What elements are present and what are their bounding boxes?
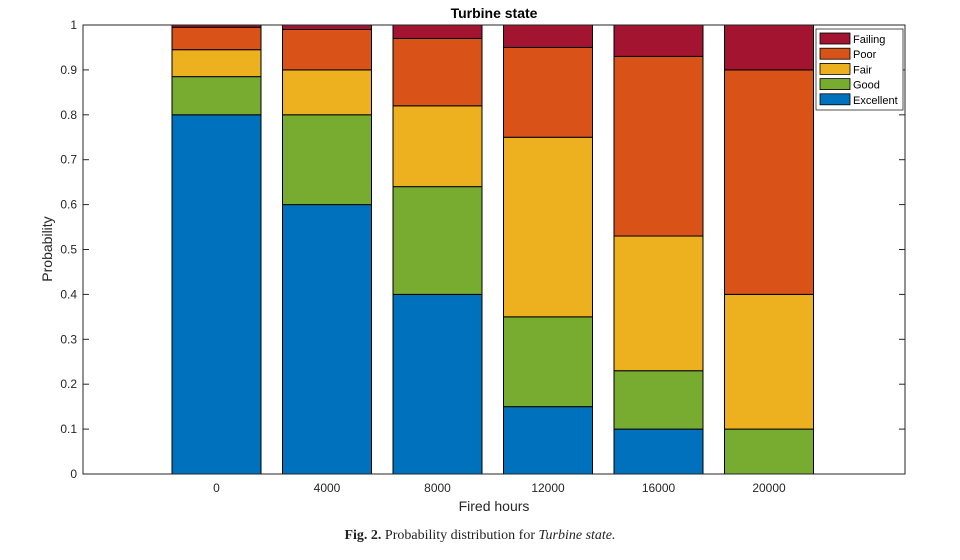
bar-segment-fair [282, 69, 372, 116]
x-axis: 0 4000 8000 12000 16000 20000 [213, 25, 786, 495]
bar-segment-good [503, 316, 593, 408]
legend-entry: Failing [853, 34, 885, 46]
bar-segment-excellent [503, 406, 593, 475]
x-tick-label: 20000 [752, 481, 786, 495]
bar-segment-poor [503, 46, 593, 138]
legend: Failing Poor Fair Good Excellent [815, 28, 904, 111]
legend-entry: Fair [853, 64, 872, 76]
y-tick-label: 0.5 [60, 243, 77, 257]
bar-segment-failing [282, 24, 372, 30]
legend-swatch [819, 78, 851, 90]
bar-segment-good [171, 76, 262, 116]
bar-segment-failing [724, 24, 814, 71]
y-axis-label: Probability [39, 216, 55, 281]
y-tick-label: 0.8 [60, 108, 77, 122]
bar-segment-good [282, 114, 372, 206]
bar-segment-excellent [282, 204, 372, 475]
legend-entry: Excellent [853, 95, 898, 107]
y-tick-label: 0.7 [60, 153, 77, 167]
y-tick-label: 0.6 [60, 198, 77, 212]
x-tick-label: 12000 [531, 481, 565, 495]
chart-title: Turbine state [451, 5, 538, 21]
y-tick-label: 0 [70, 467, 77, 481]
legend-swatch [819, 63, 851, 75]
bar-segment-failing [613, 24, 704, 57]
legend-entry: Good [853, 80, 880, 92]
bar-segment-fair [724, 293, 814, 430]
x-axis-label: Fired hours [459, 498, 530, 514]
y-tick-label: 0.9 [60, 63, 77, 77]
legend-swatch [819, 93, 851, 106]
y-tick-label: 0.2 [60, 377, 77, 391]
bar-segment-poor [613, 55, 704, 237]
x-tick-label: 4000 [314, 481, 341, 495]
legend-swatch [819, 47, 851, 60]
bar-segment-good [392, 186, 483, 295]
bar-segment-poor [392, 37, 483, 107]
bar-segment-failing [392, 24, 483, 39]
x-tick-label: 0 [213, 481, 220, 495]
bar-segment-excellent [392, 293, 483, 475]
bar-segment-excellent [613, 428, 704, 475]
y-tick-label: 0.3 [60, 332, 77, 346]
legend-entry: Poor [853, 49, 877, 61]
bar-segment-poor [171, 26, 262, 51]
bar-stack [503, 24, 593, 475]
caption-text: Probability distribution for [384, 528, 536, 543]
bar-stack [613, 24, 704, 475]
bars [171, 24, 814, 475]
caption-emphasis: Turbine state. [538, 528, 616, 543]
y-tick-label: 0.1 [60, 422, 77, 436]
bar-segment-fair [392, 105, 483, 188]
bar-stack [282, 24, 372, 475]
bar-segment-poor [282, 28, 372, 71]
y-tick-label: 0.4 [60, 287, 77, 301]
bar-segment-failing [503, 24, 593, 48]
bar-segment-poor [724, 69, 814, 295]
bar-segment-fair [503, 136, 593, 318]
plot-frame [82, 24, 906, 475]
bar-stack [171, 24, 262, 475]
x-tick-label: 8000 [424, 481, 451, 495]
bar-segment-fair [171, 49, 262, 78]
legend-swatch [819, 32, 851, 45]
bar-segment-fair [613, 235, 704, 372]
bar-segment-excellent [171, 114, 262, 475]
caption-label: Fig. 2. [344, 528, 382, 543]
x-tick-label: 16000 [642, 481, 676, 495]
bar-stack [724, 24, 814, 475]
bar-segment-good [613, 370, 704, 430]
bar-stack [392, 24, 483, 475]
figure-caption: Fig. 2. Probability distribution for Tur… [0, 528, 960, 544]
y-tick-label: 1 [70, 18, 77, 32]
bar-segment-good [724, 428, 814, 475]
y-axis: 0 0.1 0.2 0.3 0.4 0.5 0.6 0.7 0.8 0.9 1 [60, 18, 905, 481]
